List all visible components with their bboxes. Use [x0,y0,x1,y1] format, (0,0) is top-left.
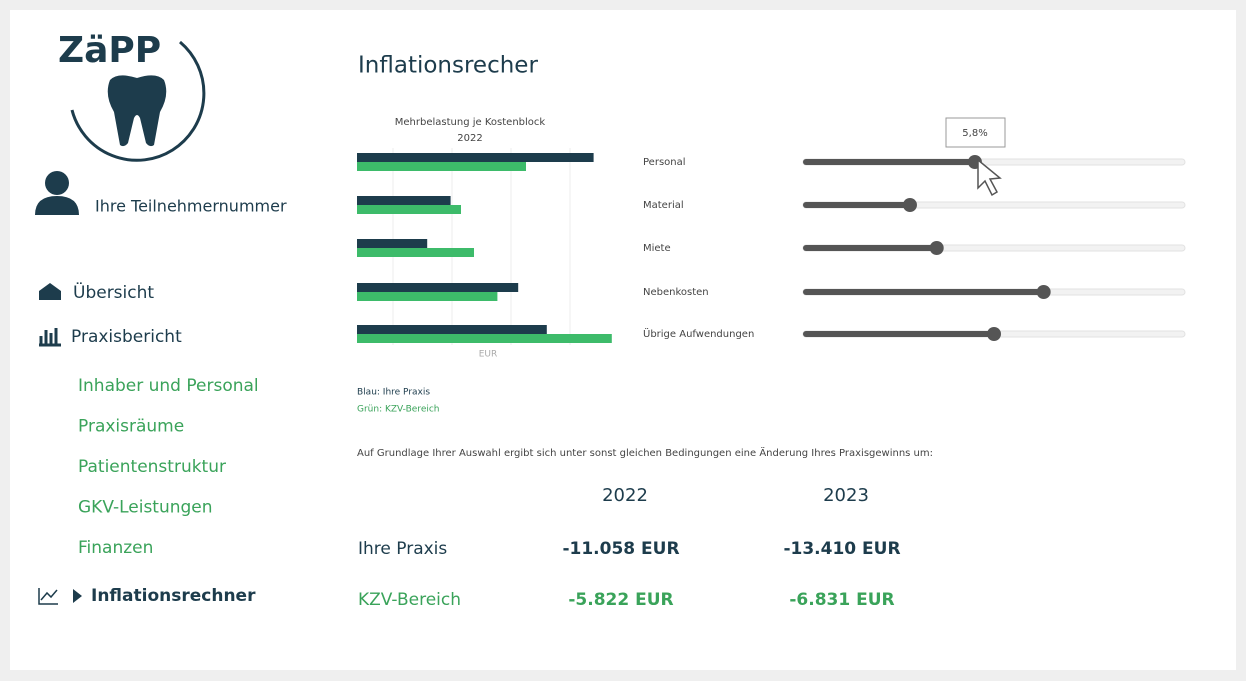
nav-item[interactable]: Übersicht [73,281,154,303]
result-value: -13.410 EUR [783,539,900,559]
slider-label: Übrige Aufwendungen [643,327,754,340]
bar [357,239,428,248]
subnav-item[interactable]: Praxisräume [78,417,184,437]
row-label: KZV-Bereich [358,590,461,610]
nav-active[interactable]: Inflationsrechner [91,586,256,606]
slider-knob[interactable] [1036,285,1051,299]
tooltip: 5,8% [962,128,987,139]
slider-fill [803,245,937,251]
subnav-item[interactable]: GKV-Leistungen [78,498,213,518]
line-icon [38,588,58,605]
logo-tooth [107,75,167,147]
bar [357,283,519,292]
column-header: 2022 [602,485,648,506]
cursor [977,158,1002,197]
slider-fill [803,202,910,208]
bar [357,205,461,214]
slider-fill [803,289,1044,295]
logo-ring [70,40,206,162]
user-icon [45,171,69,195]
bar [357,325,547,334]
slider-label: Material [643,200,684,211]
subnav-item[interactable]: Finanzen [78,538,153,558]
home-icon [39,283,61,300]
slider-knob[interactable] [929,241,944,255]
tooltip-box [945,117,1006,148]
result-value: -6.831 EUR [789,590,894,610]
legend-entry: Grün: KZV-Bereich [357,405,440,415]
user-icon [35,196,79,215]
chart-icon [39,328,61,347]
active-arrow [73,589,82,603]
chart-subtitle: 2022 [457,133,482,144]
bar [357,162,526,171]
slider-knob[interactable] [987,327,1001,341]
subnav-item[interactable]: Patientenstruktur [78,457,226,477]
user-label[interactable]: Ihre Teilnehmernummer [95,197,287,216]
legend-entry: Blau: Ihre Praxis [357,388,430,398]
slider-label: Nebenkosten [643,287,709,298]
result-sentence: Auf Grundlage Ihrer Auswahl ergibt sich … [357,446,933,459]
column-header: 2023 [823,485,869,506]
slider-fill [803,159,975,165]
slider-label: Personal [643,157,686,168]
bar [357,153,594,162]
slider-fill [803,331,994,337]
subnav-item[interactable]: Inhaber und Personal [78,376,259,396]
bar [357,292,498,301]
bar [357,334,612,343]
x-axis-label: EUR [479,350,498,360]
nav-item[interactable]: Praxisbericht [71,327,182,347]
panel [10,10,1236,670]
slider-label: Miete [643,243,671,254]
chart-title: Mehrbelastung je Kostenblock [395,117,546,128]
page-title: Inflationsrecher [358,53,538,79]
row-label: Ihre Praxis [358,539,447,559]
bar [357,248,474,257]
result-value: -11.058 EUR [562,539,679,559]
logo-text: ZäPP [58,30,161,71]
result-value: -5.822 EUR [568,590,673,610]
slider-knob[interactable] [902,198,917,212]
content: Übersicht Praxisbericht Inhaber und Person… [71,148,1186,610]
bar [357,196,451,205]
